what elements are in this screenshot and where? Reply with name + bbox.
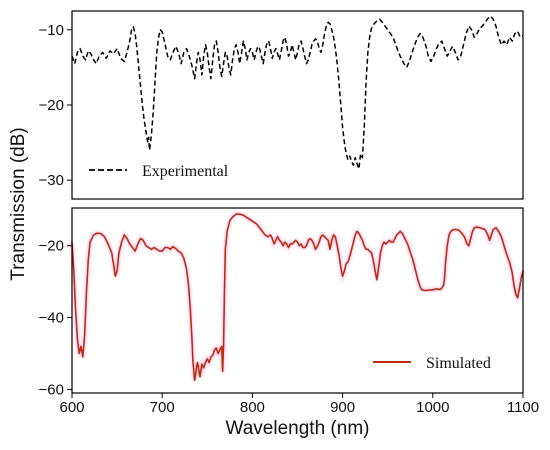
simulated-legend-label: Simulated [426,355,491,372]
simulated-legend: Simulated [373,355,491,372]
simulated-y-tick-label: −40 [39,310,64,327]
experimental-series-line [71,15,524,170]
x-tick-label: 800 [240,399,265,416]
x-tick-label: 1000 [416,399,449,416]
simulated-y-tick-label: −60 [39,381,64,398]
x-tick-label: 1100 [507,399,539,416]
experimental-y-tick-label: −30 [39,172,64,189]
simulated-plot-frame [71,207,524,394]
wavelength-x-axis: 600 700 800 900 1000 1100 [59,393,539,416]
simulated-series-line [71,213,524,382]
experimental-y-tick-label: −10 [39,22,64,39]
x-tick-label: 700 [150,399,175,416]
simulated-y-axis: −60 −40 −20 [39,238,72,398]
experimental-series [71,15,524,170]
x-axis-label: Wavelength (nm) [226,418,370,439]
x-tick-label: 600 [59,399,84,416]
x-tick-label: 900 [330,399,355,416]
experimental-plot-frame [71,10,524,200]
experimental-panel: −30 −20 −10 Experimental [39,10,524,200]
simulated-series [70,212,525,382]
experimental-y-tick-label: −20 [39,97,64,114]
experimental-legend-label: Experimental [142,163,229,180]
experimental-legend: Experimental [89,163,229,180]
y-axis-label: Transmission (dB) [8,127,29,280]
simulated-panel: −60 −40 −20 600 700 800 900 1000 1100 Simulated [39,207,539,416]
experimental-y-axis: −30 −20 −10 [39,22,72,189]
simulated-y-tick-label: −20 [39,238,64,255]
